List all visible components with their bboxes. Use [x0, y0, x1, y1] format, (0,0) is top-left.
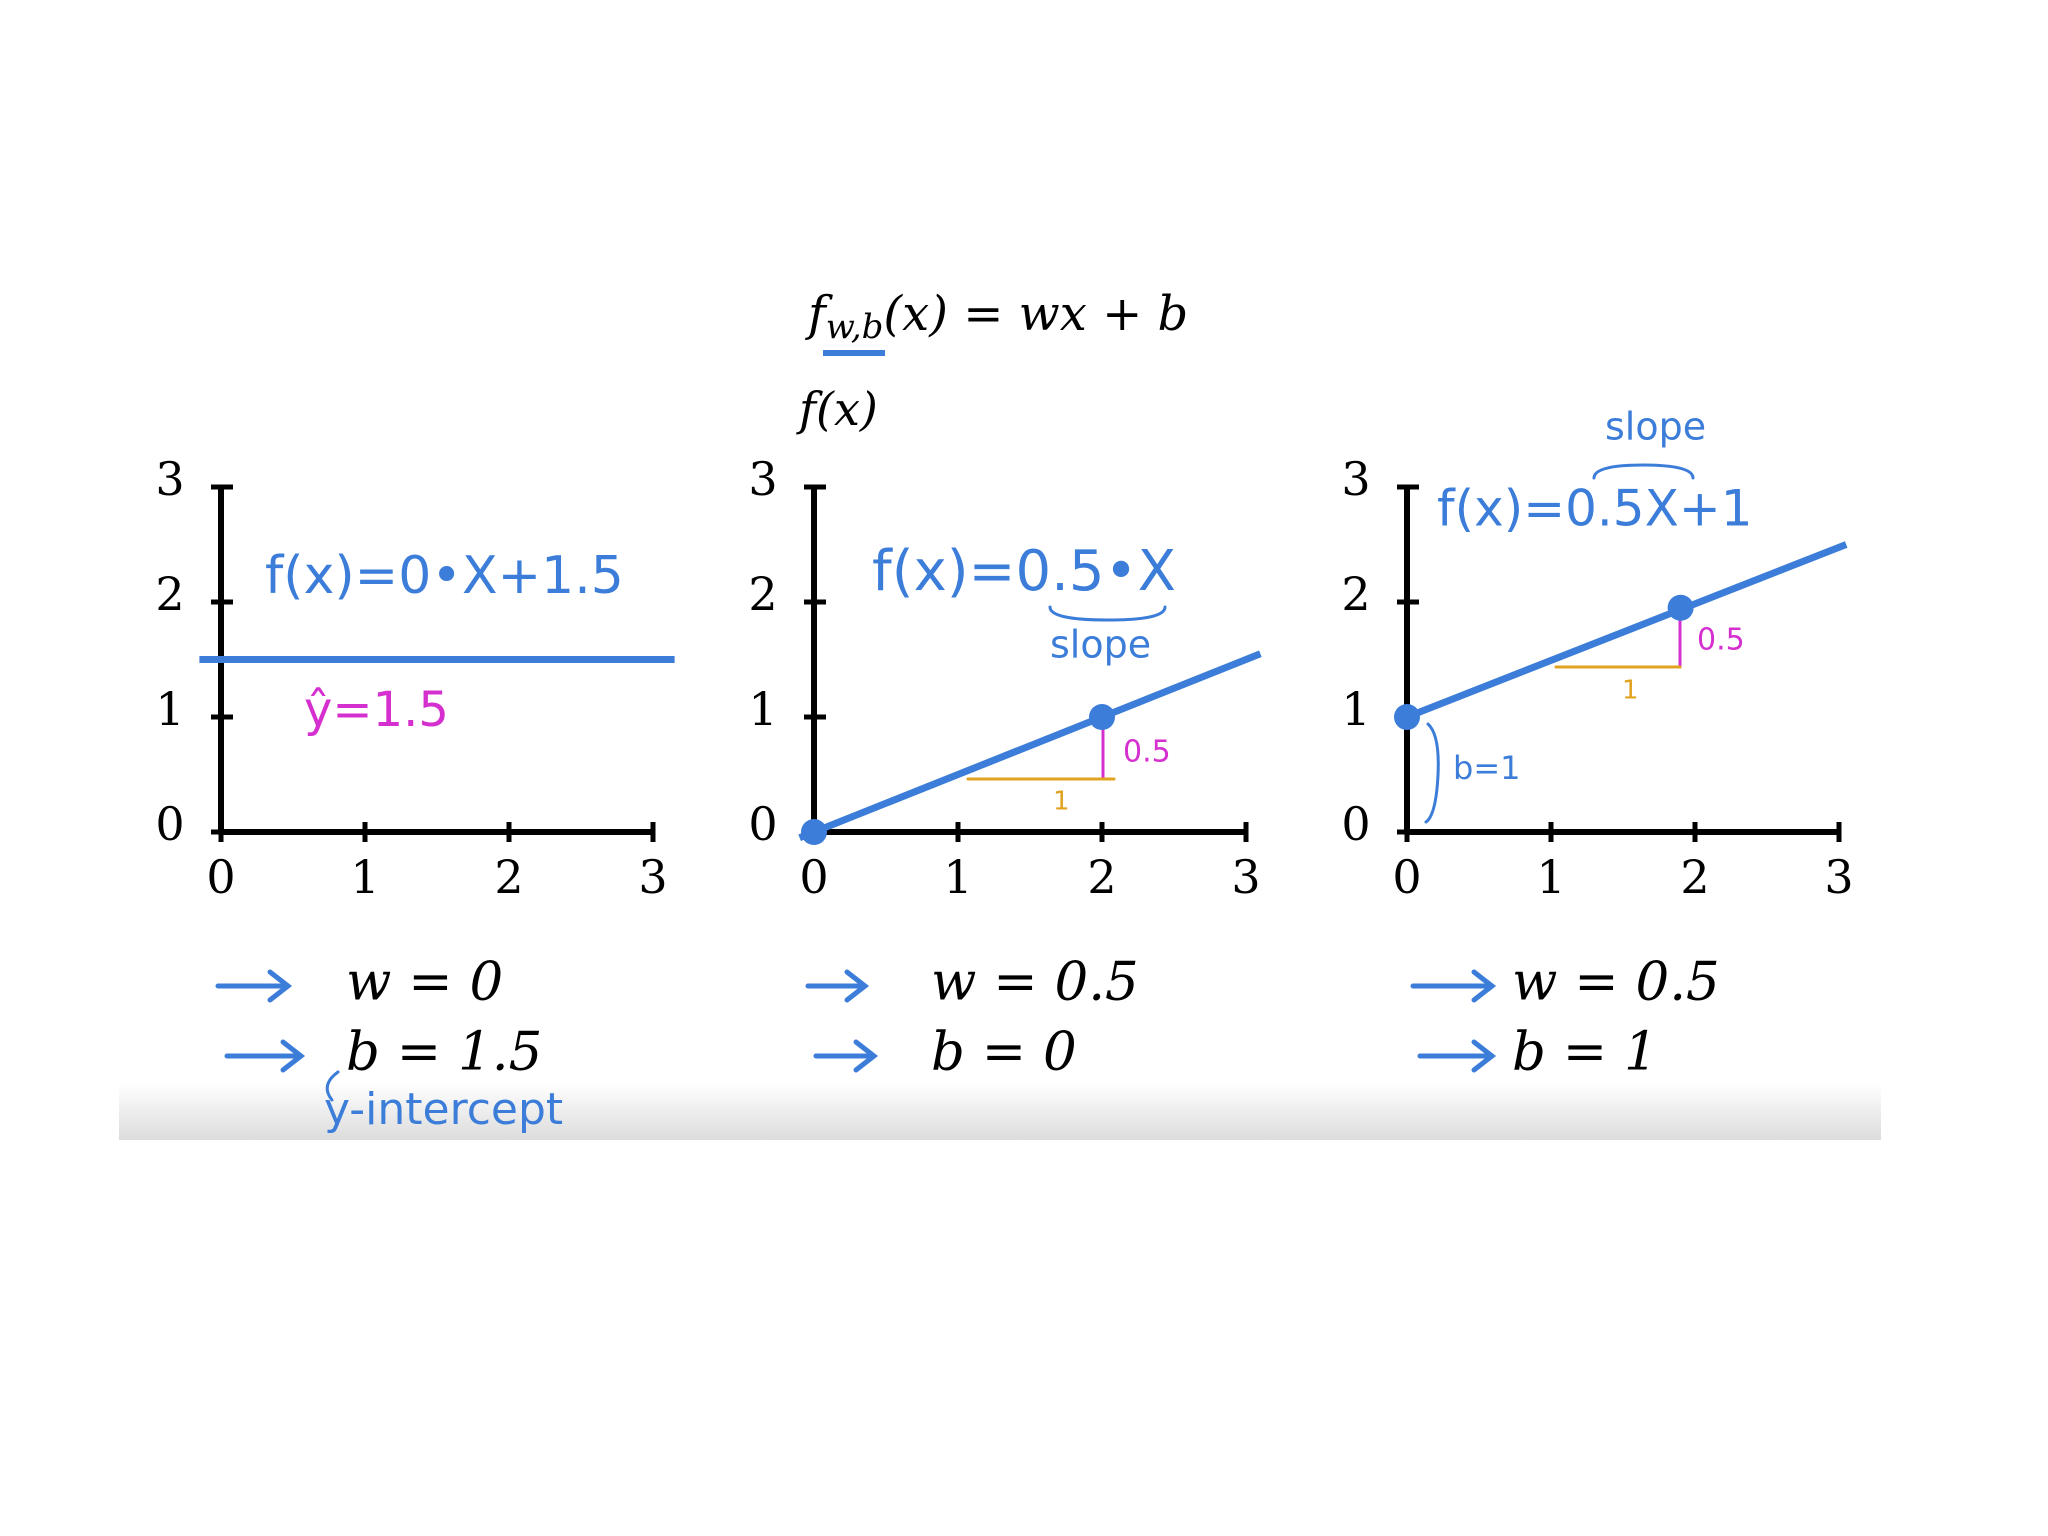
- point: [1667, 594, 1694, 621]
- y-tick-label: 0: [748, 797, 777, 851]
- y-tick-label: 0: [155, 797, 184, 851]
- y-tick-label: 2: [155, 567, 184, 621]
- point: [801, 819, 827, 845]
- arrow: [224, 1039, 306, 1073]
- parameter: b = 0: [931, 1022, 1077, 1083]
- y-axis-label: f(x): [796, 382, 878, 436]
- arrow: [215, 969, 293, 1003]
- parameter: w = 0.5: [931, 952, 1139, 1013]
- formula: fw,b(x) = wx + b: [805, 286, 1188, 348]
- x-tick-label: 2: [494, 850, 523, 904]
- annotation: b=1: [1453, 749, 1520, 787]
- annotation: f(x)=0.5•X: [872, 539, 1176, 604]
- parameter: b = 1: [1512, 1022, 1658, 1083]
- x-tick-label: 3: [1231, 850, 1260, 904]
- y-tick-label: 3: [748, 452, 777, 506]
- parameter: b = 1.5: [346, 1022, 542, 1083]
- annotation: 1: [1622, 676, 1639, 706]
- point: [1394, 704, 1420, 730]
- annotation: ŷ=1.5: [304, 682, 449, 738]
- annotation: slope: [1050, 623, 1151, 667]
- parameter: w = 0: [346, 952, 503, 1013]
- y-tick-label: 0: [1341, 797, 1370, 851]
- formula-subscript: w,b: [826, 307, 884, 347]
- x-tick-label: 2: [1680, 850, 1709, 904]
- y-tick-label: 1: [1341, 682, 1370, 736]
- annotation: f(x)=0•X+1.5: [265, 546, 624, 606]
- x-tick-label: 1: [943, 850, 972, 904]
- x-tick-label: 0: [1392, 850, 1421, 904]
- y-tick-label: 1: [748, 682, 777, 736]
- arrow: [1410, 969, 1497, 1003]
- arrow: [1417, 1039, 1497, 1073]
- video-bar: [119, 1083, 1881, 1140]
- parameter: w = 0.5: [1512, 952, 1720, 1013]
- y-tick-label: 2: [1341, 567, 1370, 621]
- x-tick-label: 1: [350, 850, 379, 904]
- annotation: y-intercept: [324, 1084, 563, 1135]
- x-tick-label: 3: [1824, 850, 1853, 904]
- point: [1089, 704, 1115, 730]
- y-tick-label: 1: [155, 682, 184, 736]
- annotation: 1: [1053, 787, 1070, 817]
- x-tick-label: 0: [206, 850, 235, 904]
- annotation: 0.5: [1697, 623, 1745, 658]
- arrow: [813, 1039, 879, 1073]
- line: [1405, 541, 1848, 721]
- note-arrow: [325, 1070, 340, 1102]
- brace: [1592, 463, 1695, 480]
- y-tick-label: 3: [1341, 452, 1370, 506]
- formula-rest: (x) = wx + b: [883, 286, 1188, 342]
- annotation: slope: [1605, 405, 1706, 449]
- x-tick-label: 1: [1536, 850, 1565, 904]
- x-tick-label: 3: [638, 850, 667, 904]
- line: [798, 650, 1262, 842]
- annotation: f(x)=0.5X+1: [1437, 480, 1753, 538]
- sketch: [325, 463, 1695, 1102]
- annotation: 0.5: [1123, 735, 1171, 770]
- brace: [1424, 722, 1440, 824]
- arrow: [805, 969, 870, 1003]
- y-tick-label: 3: [155, 452, 184, 506]
- y-tick-label: 2: [748, 567, 777, 621]
- brace: [1048, 605, 1167, 622]
- x-tick-label: 2: [1087, 850, 1116, 904]
- x-tick-label: 0: [799, 850, 828, 904]
